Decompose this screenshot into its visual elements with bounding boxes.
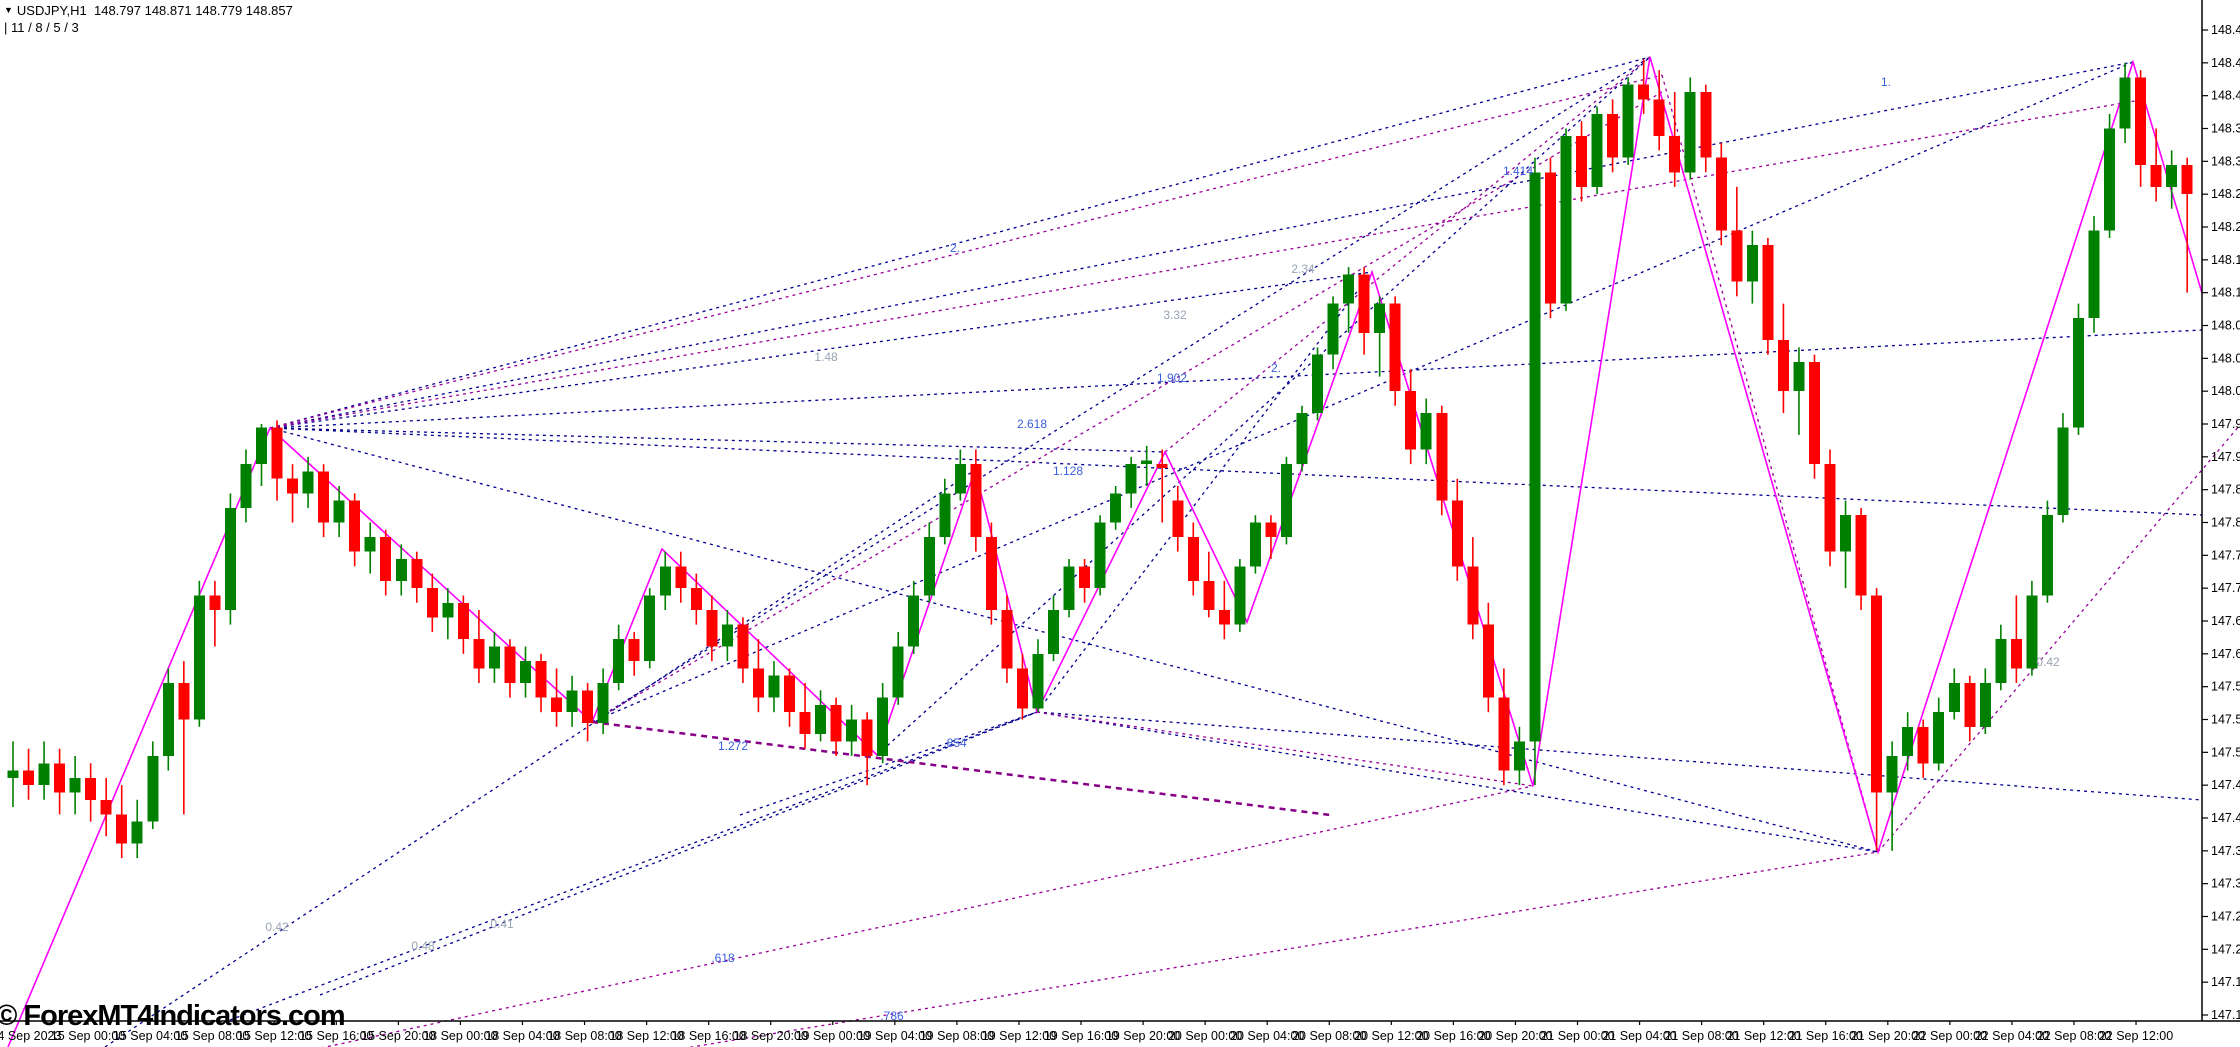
svg-text:1.272: 1.272 [718, 739, 748, 753]
svg-text:147.640: 147.640 [2211, 647, 2240, 661]
svg-text:1.414: 1.414 [1503, 164, 1533, 178]
svg-text:0.41: 0.41 [490, 917, 514, 931]
pattern-lines-layer [104, 56, 2240, 1047]
svg-text:15 Sep 04:00: 15 Sep 04:00 [113, 1029, 187, 1043]
svg-text:18 Sep 08:00: 18 Sep 08:00 [547, 1029, 621, 1043]
svg-text:148.000: 148.000 [2211, 384, 2240, 398]
svg-text:.786: .786 [880, 1009, 904, 1023]
svg-text:15 Sep 08:00: 15 Sep 08:00 [175, 1029, 249, 1043]
svg-text:147.820: 147.820 [2211, 516, 2240, 530]
svg-text:15 Sep 16:00: 15 Sep 16:00 [299, 1029, 373, 1043]
svg-text:147.145: 147.145 [2211, 1008, 2240, 1022]
svg-text:147.865: 147.865 [2211, 483, 2240, 497]
svg-text:148.225: 148.225 [2211, 220, 2240, 234]
svg-text:20 Sep 00:00: 20 Sep 00:00 [1168, 1029, 1242, 1043]
svg-text:21 Sep 20:00: 21 Sep 20:00 [1851, 1029, 1925, 1043]
svg-text:.854: .854 [943, 736, 967, 750]
svg-text:20 Sep 12:00: 20 Sep 12:00 [1354, 1029, 1428, 1043]
svg-text:148.360: 148.360 [2211, 122, 2240, 136]
svg-text:19 Sep 12:00: 19 Sep 12:00 [982, 1029, 1056, 1043]
svg-text:147.550: 147.550 [2211, 713, 2240, 727]
svg-text:19 Sep 16:00: 19 Sep 16:00 [1044, 1029, 1118, 1043]
svg-text:19 Sep 20:00: 19 Sep 20:00 [1106, 1029, 1180, 1043]
svg-text:147.505: 147.505 [2211, 745, 2240, 759]
svg-text:148.045: 148.045 [2211, 351, 2240, 365]
svg-text:147.325: 147.325 [2211, 877, 2240, 891]
svg-text:0.42: 0.42 [265, 920, 289, 934]
svg-text:20 Sep 04:00: 20 Sep 04:00 [1230, 1029, 1304, 1043]
svg-text:22 Sep 08:00: 22 Sep 08:00 [2037, 1029, 2111, 1043]
svg-text:148.270: 148.270 [2211, 187, 2240, 201]
svg-text:1.128: 1.128 [1053, 464, 1083, 478]
svg-text:19 Sep 08:00: 19 Sep 08:00 [920, 1029, 994, 1043]
price-axis[interactable]: 148.495 148.450 148.405 148.360 148.315 148.2… [2201, 0, 2240, 1022]
svg-text:148.315: 148.315 [2211, 154, 2240, 168]
svg-text:147.370: 147.370 [2211, 844, 2240, 858]
svg-text:1.: 1. [1881, 75, 1891, 89]
svg-text:20 Sep 08:00: 20 Sep 08:00 [1292, 1029, 1366, 1043]
svg-text:20 Sep 16:00: 20 Sep 16:00 [1416, 1029, 1490, 1043]
svg-text:20 Sep 20:00: 20 Sep 20:00 [1478, 1029, 1552, 1043]
watermark: © ForexMT4Indicators.com [0, 1000, 346, 1032]
svg-text:147.460: 147.460 [2211, 778, 2240, 792]
svg-text:147.415: 147.415 [2211, 811, 2240, 825]
svg-text:148.495: 148.495 [2211, 23, 2240, 37]
svg-text:3.32: 3.32 [1163, 308, 1187, 322]
svg-text:19 Sep 00:00: 19 Sep 00:00 [796, 1029, 870, 1043]
svg-text:21 Sep 16:00: 21 Sep 16:00 [1789, 1029, 1863, 1043]
svg-text:22 Sep 00:00: 22 Sep 00:00 [1913, 1029, 1987, 1043]
svg-text:18 Sep 04:00: 18 Sep 04:00 [485, 1029, 559, 1043]
quote-header: ▼ USDJPY,H1 148.797 148.871 148.779 148.8… [4, 3, 293, 18]
svg-text:14 Sep 2023: 14 Sep 2023 [0, 1029, 61, 1043]
svg-text:147.910: 147.910 [2211, 450, 2240, 464]
candles-layer [7, 59, 2193, 859]
svg-text:147.190: 147.190 [2211, 975, 2240, 989]
svg-text:21 Sep 00:00: 21 Sep 00:00 [1540, 1029, 1614, 1043]
svg-text:15 Sep 12:00: 15 Sep 12:00 [237, 1029, 311, 1043]
ratio-labels-layer: 1.48 2. 2.618 1.128 3.32 1.902 2. 2.34 1.414 1.27… [265, 75, 2060, 1023]
svg-text:21 Sep 08:00: 21 Sep 08:00 [1664, 1029, 1738, 1043]
symbol-quote-line: USDJPY,H1 148.797 148.871 148.779 148.85… [16, 3, 293, 18]
svg-text:15 Sep 20:00: 15 Sep 20:00 [361, 1029, 435, 1043]
svg-text:147.595: 147.595 [2211, 680, 2240, 694]
svg-text:2.34: 2.34 [1291, 262, 1315, 276]
svg-text:18 Sep 12:00: 18 Sep 12:00 [609, 1029, 683, 1043]
svg-text:19 Sep 04:00: 19 Sep 04:00 [858, 1029, 932, 1043]
svg-text:148.135: 148.135 [2211, 286, 2240, 300]
pattern-counter-line: | 11 / 8 / 5 / 3 [4, 20, 79, 35]
svg-text:1.902: 1.902 [1157, 371, 1187, 385]
svg-text:2.: 2. [1271, 361, 1281, 375]
svg-text:2.618: 2.618 [1017, 417, 1047, 431]
svg-text:18 Sep 00:00: 18 Sep 00:00 [423, 1029, 497, 1043]
svg-text:148.405: 148.405 [2211, 89, 2240, 103]
svg-text:18 Sep 16:00: 18 Sep 16:00 [671, 1029, 745, 1043]
svg-text:147.235: 147.235 [2211, 942, 2240, 956]
svg-text:0.48: 0.48 [411, 939, 435, 953]
svg-text:18 Sep 20:00: 18 Sep 20:00 [734, 1029, 808, 1043]
svg-text:147.280: 147.280 [2211, 910, 2240, 924]
svg-text:147.685: 147.685 [2211, 614, 2240, 628]
svg-text:147.730: 147.730 [2211, 581, 2240, 595]
symbol-dropdown-icon[interactable]: ▼ [4, 5, 13, 15]
svg-text:147.775: 147.775 [2211, 548, 2240, 562]
svg-text:22 Sep 04:00: 22 Sep 04:00 [1975, 1029, 2049, 1043]
svg-text:15 Sep 00:00: 15 Sep 00:00 [51, 1029, 125, 1043]
svg-text:148.450: 148.450 [2211, 56, 2240, 70]
svg-text:21 Sep 04:00: 21 Sep 04:00 [1602, 1029, 1676, 1043]
svg-text:148.090: 148.090 [2211, 319, 2240, 333]
svg-text:22 Sep 12:00: 22 Sep 12:00 [2099, 1029, 2173, 1043]
svg-text:.618: .618 [711, 951, 735, 965]
svg-text:21 Sep 12:00: 21 Sep 12:00 [1726, 1029, 1800, 1043]
svg-text:2.: 2. [950, 241, 960, 255]
svg-text:1.48: 1.48 [814, 350, 838, 364]
svg-text:148.180: 148.180 [2211, 253, 2240, 267]
svg-text:0.42: 0.42 [2036, 655, 2060, 669]
svg-text:147.955: 147.955 [2211, 417, 2240, 431]
